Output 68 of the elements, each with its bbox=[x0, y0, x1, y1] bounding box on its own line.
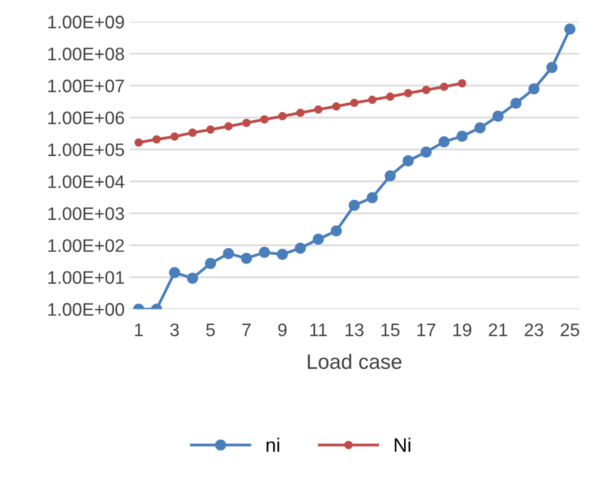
point bbox=[438, 136, 450, 148]
x-tick-label: 7 bbox=[242, 324, 251, 336]
point bbox=[296, 108, 305, 117]
point bbox=[384, 170, 396, 182]
point bbox=[222, 248, 234, 260]
x-tick-label: 1 bbox=[134, 324, 143, 336]
y-tick-label: 1.00E+04 bbox=[48, 175, 124, 188]
point bbox=[224, 122, 233, 130]
point bbox=[510, 98, 522, 109]
point bbox=[368, 96, 376, 104]
point bbox=[134, 138, 143, 147]
x-tick-label: 21 bbox=[488, 323, 508, 336]
x-tick-label: 13 bbox=[346, 323, 364, 336]
y-tick-label: 1.00E+08 bbox=[48, 48, 124, 60]
legend-label: Ni bbox=[394, 438, 410, 452]
point bbox=[422, 86, 430, 94]
x-axis-title: Load case bbox=[308, 354, 402, 370]
point bbox=[402, 155, 414, 166]
point bbox=[314, 105, 322, 114]
x-tick-label: 15 bbox=[382, 324, 400, 336]
point bbox=[188, 128, 197, 137]
point bbox=[546, 62, 558, 74]
point bbox=[348, 200, 360, 211]
point bbox=[332, 102, 340, 111]
point bbox=[206, 125, 215, 134]
point bbox=[492, 110, 504, 122]
y-tick-label: 1.00E+06 bbox=[48, 111, 124, 124]
point bbox=[474, 122, 486, 134]
point bbox=[366, 192, 378, 204]
x-tick-label: 3 bbox=[170, 323, 179, 336]
x-tick-label: 23 bbox=[524, 323, 544, 336]
point bbox=[169, 266, 180, 278]
point bbox=[152, 135, 161, 144]
point bbox=[386, 92, 394, 101]
point bbox=[294, 242, 306, 254]
point bbox=[240, 252, 252, 264]
point bbox=[312, 234, 324, 245]
x-tick-label: 5 bbox=[206, 324, 215, 336]
point bbox=[404, 88, 412, 98]
y-tick-label: 1.00E+09 bbox=[48, 16, 124, 28]
point bbox=[440, 82, 448, 91]
y-tick-label: 1.00E+02 bbox=[48, 239, 124, 252]
point bbox=[258, 246, 270, 258]
x-tick-label: 19 bbox=[453, 323, 472, 336]
y-tick-label: 1.00E+00 bbox=[48, 303, 124, 316]
y-tick-label: 1.00E+05 bbox=[48, 143, 124, 156]
point bbox=[204, 258, 216, 269]
x-tick-label: 11 bbox=[310, 324, 327, 336]
point bbox=[564, 23, 576, 35]
point bbox=[260, 115, 269, 124]
point bbox=[186, 272, 198, 284]
y-tick-label: 1.00E+07 bbox=[48, 80, 124, 92]
x-tick-label: 25 bbox=[560, 323, 580, 336]
x-tick-label: 9 bbox=[278, 323, 287, 336]
point bbox=[278, 112, 287, 120]
point bbox=[170, 132, 179, 141]
point bbox=[420, 146, 432, 158]
point bbox=[528, 83, 540, 94]
y-tick-label: 1.00E+03 bbox=[48, 207, 124, 220]
point bbox=[350, 98, 358, 108]
legend-label: ni bbox=[266, 438, 280, 452]
point bbox=[276, 248, 288, 260]
x-tick-label: 17 bbox=[417, 324, 436, 336]
point bbox=[456, 130, 468, 142]
point bbox=[330, 225, 342, 236]
point bbox=[242, 118, 251, 128]
point bbox=[458, 79, 466, 88]
y-tick-label: 1.00E+01 bbox=[48, 271, 124, 284]
